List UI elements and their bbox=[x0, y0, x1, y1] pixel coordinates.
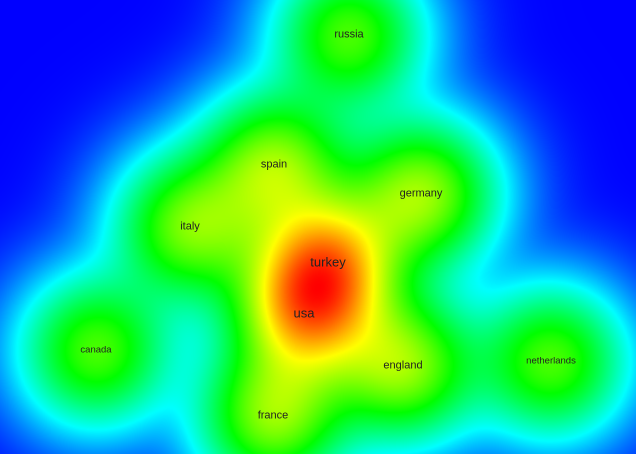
term-label-canada[interactable]: canada bbox=[80, 344, 112, 356]
term-label-russia[interactable]: russia bbox=[334, 28, 364, 41]
term-label-italy[interactable]: italy bbox=[180, 220, 200, 233]
term-label-germany[interactable]: germany bbox=[399, 187, 443, 200]
term-label-netherlands[interactable]: netherlands bbox=[526, 355, 576, 367]
term-label-usa[interactable]: usa bbox=[293, 305, 315, 321]
term-label-england[interactable]: england bbox=[383, 359, 423, 372]
term-label-spain[interactable]: spain bbox=[260, 158, 288, 171]
term-label-turkey[interactable]: turkey bbox=[310, 254, 346, 270]
term-label-france[interactable]: france bbox=[257, 409, 289, 422]
